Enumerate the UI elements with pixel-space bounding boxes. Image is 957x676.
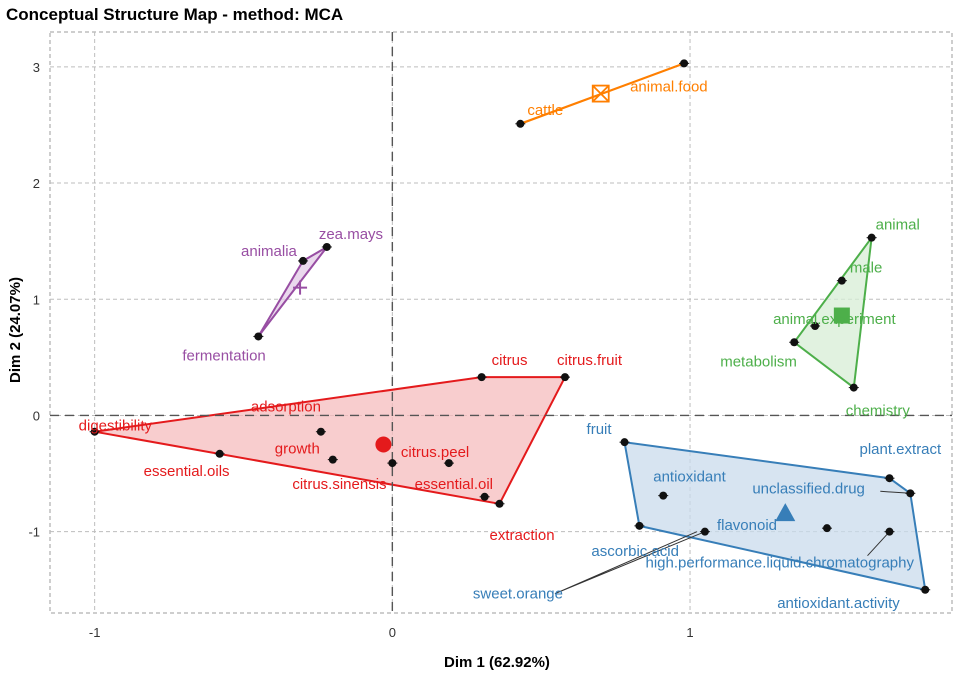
label-flavonoid: flavonoid (717, 517, 777, 534)
cluster-2-hull (623, 441, 927, 592)
y-tick-label: -1 (28, 525, 40, 540)
label-cattle: cattle (527, 102, 563, 119)
point-layer (89, 59, 931, 594)
label-adsorption: adsorption (251, 399, 321, 416)
tick-layer: -1 0 1 -1 0 1 2 3 (28, 60, 693, 640)
label-chemistry: chemistry (846, 403, 911, 420)
leader-unclassified.drug (880, 490, 911, 494)
y-tick-label: 3 (33, 60, 40, 75)
y-axis-title: Dim 2 (24.07%) (7, 277, 24, 383)
cluster-3-centroid (833, 307, 850, 324)
label-animal: animal (876, 217, 920, 234)
centroid-layer (293, 84, 850, 522)
leader-sweet.orange (554, 531, 706, 595)
label-essential.oil: essential.oil (415, 476, 493, 493)
label-sweet.orange: sweet.orange (473, 586, 563, 603)
cluster-5-hull (519, 62, 685, 125)
cluster-4-hull-edge (257, 246, 328, 337)
label-antioxidant.activity: antioxidant.activity (777, 595, 900, 612)
label-zea.mays: zea.mays (319, 226, 383, 243)
cluster-5-centroid (591, 84, 610, 103)
label-animal.food: animal.food (630, 78, 708, 95)
label-fermentation: fermentation (182, 347, 265, 364)
x-tick-label: 0 (389, 625, 396, 640)
label-citrus.peel: citrus.peel (401, 444, 469, 461)
label-metabolism: metabolism (720, 353, 797, 370)
leader-high.performance.liquid.chromatography (867, 531, 890, 557)
label-growth: growth (275, 441, 320, 458)
label-citrus.fruit: citrus.fruit (557, 352, 623, 369)
label-fruit: fruit (587, 421, 613, 438)
y-tick-label: 0 (33, 408, 40, 423)
cluster-1-centroid (375, 436, 392, 453)
label-digestibility: digestibility (79, 418, 153, 435)
chart-title: Conceptual Structure Map - method: MCA (6, 5, 343, 24)
x-tick-label: 1 (686, 625, 693, 640)
cluster-2-centroid (775, 503, 796, 522)
label-animalia: animalia (241, 243, 298, 260)
x-axis-title: Dim 1 (62.92%) (444, 654, 550, 671)
y-tick-label: 2 (33, 176, 40, 191)
label-plant.extract: plant.extract (859, 441, 942, 458)
hull-layer (94, 62, 927, 592)
label-citrus: citrus (492, 352, 528, 369)
label-antioxidant: antioxidant (653, 469, 726, 486)
zero-lines (50, 32, 952, 613)
label-citrus.sinensis: citrus.sinensis (292, 476, 386, 493)
plot-frame (49, 31, 953, 614)
label-extraction: extraction (490, 527, 555, 544)
x-tick-label: -1 (89, 625, 101, 640)
cluster-4-centroid (293, 280, 308, 295)
cluster-5-centroid-box (591, 84, 610, 103)
label-unclassified.drug: unclassified.drug (752, 480, 865, 497)
cluster-3-hull (792, 234, 874, 390)
label-male: male (850, 260, 883, 277)
label-essential.oils: essential.oils (144, 463, 230, 480)
y-tick-label: 1 (33, 292, 40, 307)
cluster-5-centroid-d2 (592, 84, 610, 103)
label-ascorbic.acid: ascorbic.acid (591, 543, 679, 560)
label-high.performance.liquid.chromatography: high.performance.liquid.chromatography (645, 555, 914, 572)
label-layer: digestibility essential.oils adsorption gro… (79, 78, 942, 611)
label-animal.experiment: animal.experiment (773, 311, 896, 328)
leader-lines (554, 490, 911, 595)
